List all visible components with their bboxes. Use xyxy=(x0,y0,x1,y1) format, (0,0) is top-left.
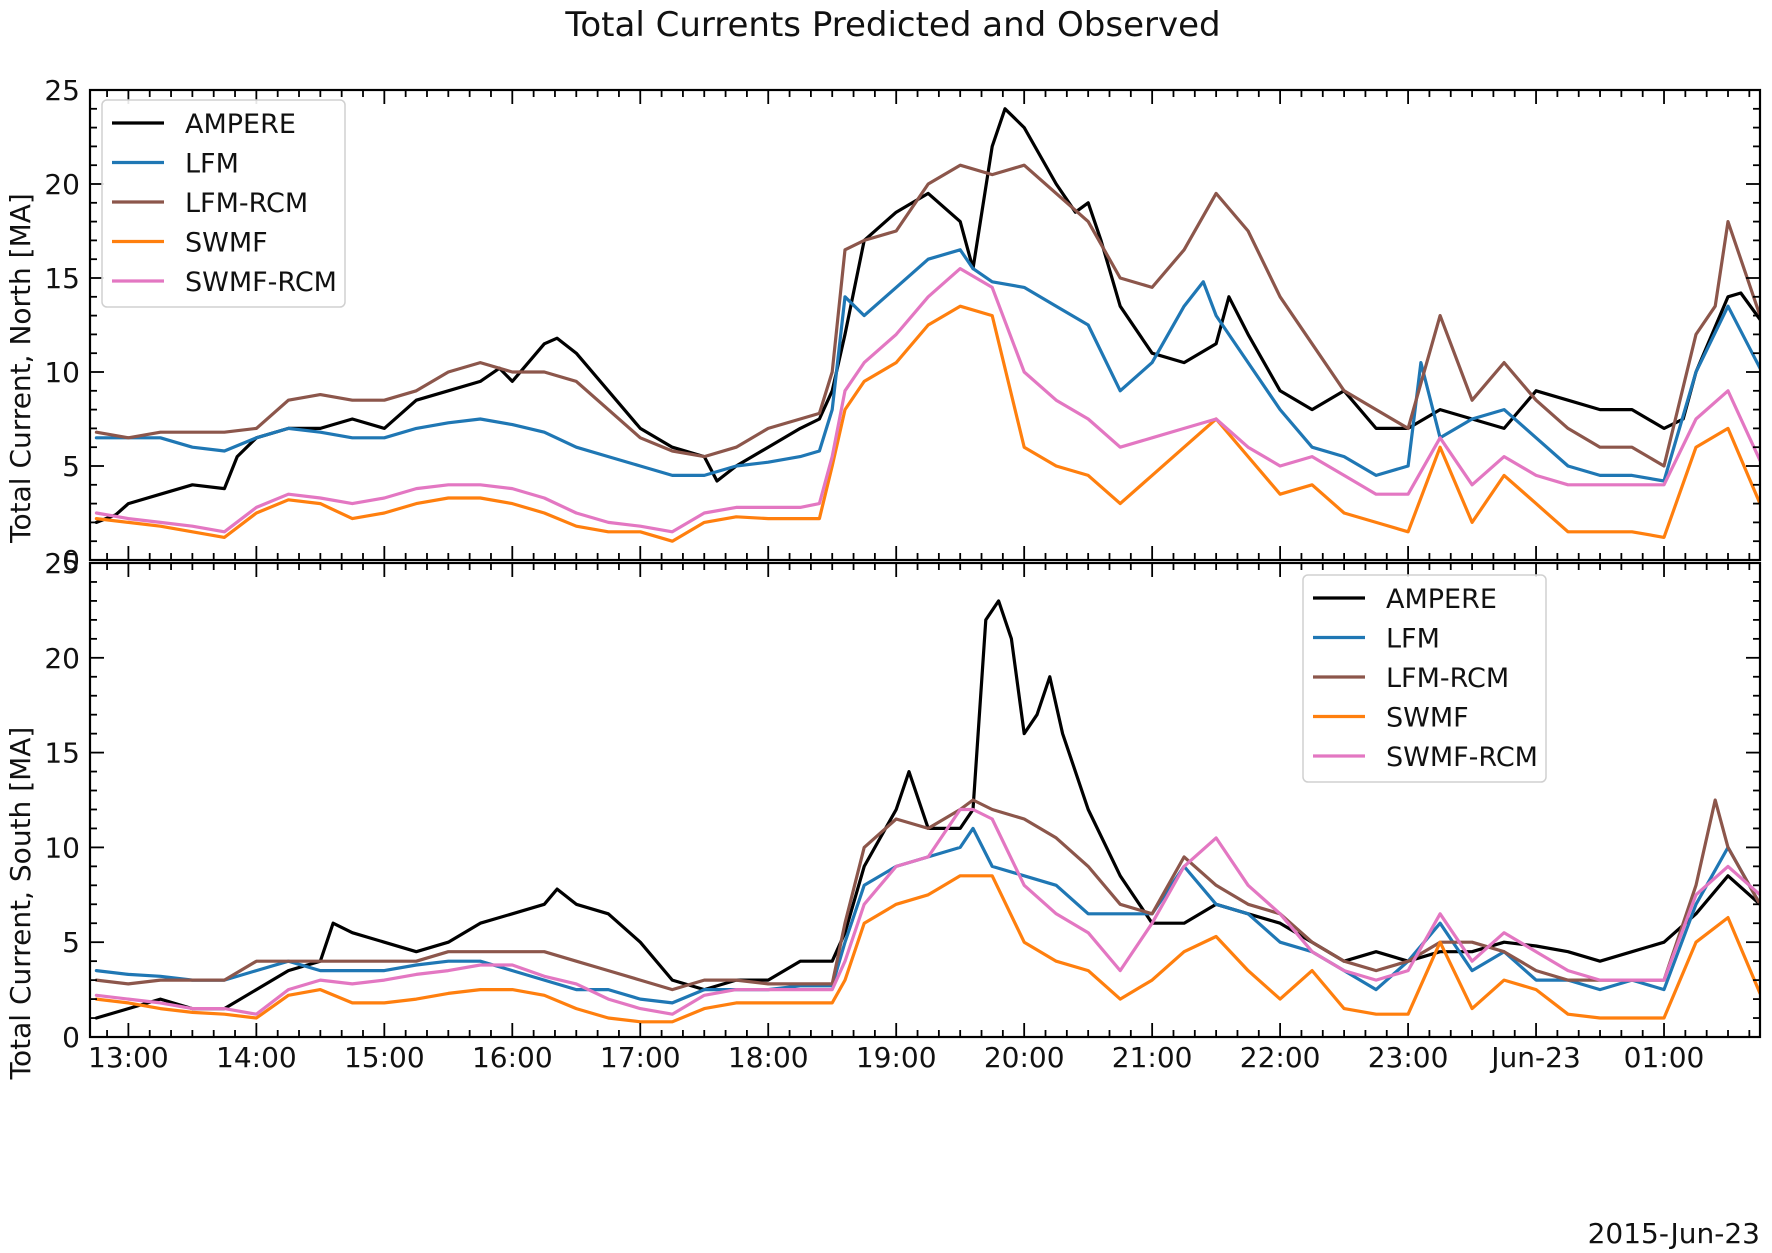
north-legend-label-lfm-rcm: LFM-RCM xyxy=(185,188,308,219)
date-label: 2015-Jun-23 xyxy=(1588,1217,1760,1250)
north-panel: Total Current, North [MA] 0 5 10 15 20 25 AMP… xyxy=(4,74,1762,577)
north-axes-frame xyxy=(88,88,1762,562)
south-legend-label-swmf: SWMF xyxy=(1386,703,1469,734)
north-ytick-label: 5 xyxy=(62,450,80,483)
x-tick-label: 13:00 xyxy=(88,1041,169,1074)
north-series-lfm xyxy=(94,248,1760,483)
south-ylabel: Total Current, South [MA] xyxy=(4,727,37,1081)
south-ytick-label: 20 xyxy=(44,642,80,675)
figure-title: Total Currents Predicted and Observed xyxy=(564,5,1220,45)
north-ytick-label: 20 xyxy=(44,168,80,201)
south-axes-frame xyxy=(88,561,1762,1039)
x-tick-label: 18:00 xyxy=(728,1041,809,1074)
north-ytick-label: 10 xyxy=(44,356,80,389)
x-tick-label: 21:00 xyxy=(1112,1041,1193,1074)
south-legend-label-lfm: LFM xyxy=(1386,624,1440,655)
north-series-swmf xyxy=(94,304,1760,543)
south-ytick-label: 15 xyxy=(44,737,80,770)
x-tick-label: 01:00 xyxy=(1624,1041,1705,1074)
north-axes: 0 5 10 15 20 25 xyxy=(44,74,1762,577)
north-legend-label-ampere: AMPERE xyxy=(185,109,296,140)
x-tick-label: 17:00 xyxy=(600,1041,681,1074)
x-tick-label: Jun-23 xyxy=(1489,1041,1580,1074)
north-legend: AMPERE LFM LFM-RCM SWMF SWMF-RCM xyxy=(101,99,346,308)
south-ytick-label: 25 xyxy=(44,547,80,580)
north-ytick-label: 15 xyxy=(44,262,80,295)
north-legend-box xyxy=(101,99,346,308)
north-ylabel: Total Current, North [MA] xyxy=(4,193,37,544)
south-legend-box xyxy=(1302,574,1547,783)
north-legend-label-swmf-rcm: SWMF-RCM xyxy=(185,267,337,298)
south-series-swmf xyxy=(94,874,1760,1024)
south-ytick-label: 5 xyxy=(62,926,80,959)
x-tick-labels: 13:00 14:00 15:00 16:00 17:00 18:00 19:00 20:00… xyxy=(88,1041,1704,1074)
x-tick-label: 16:00 xyxy=(472,1041,553,1074)
south-series-group xyxy=(94,599,1760,1024)
north-ytick-label: 25 xyxy=(44,74,80,107)
x-tick-label: 22:00 xyxy=(1240,1041,1321,1074)
south-legend: AMPERE LFM LFM-RCM SWMF SWMF-RCM xyxy=(1302,574,1547,783)
south-ytick-label: 10 xyxy=(44,831,80,864)
x-tick-label: 19:00 xyxy=(856,1041,937,1074)
x-tick-label: 20:00 xyxy=(984,1041,1065,1074)
south-legend-label-lfm-rcm: LFM-RCM xyxy=(1386,663,1509,694)
north-series-lfm-rcm xyxy=(94,163,1760,468)
x-tick-label: 15:00 xyxy=(344,1041,425,1074)
north-ytick-label: 0 xyxy=(62,544,80,577)
x-tick-label: 23:00 xyxy=(1368,1041,1449,1074)
north-series-group xyxy=(94,107,1760,543)
south-ytick-label: 0 xyxy=(62,1021,80,1054)
south-series-swmf-rcm xyxy=(94,807,1760,1016)
south-legend-label-swmf-rcm: SWMF-RCM xyxy=(1386,742,1538,773)
south-axes: 0 5 10 15 20 25 xyxy=(44,547,1762,1054)
north-series-swmf-rcm xyxy=(94,267,1760,534)
north-legend-label-lfm: LFM xyxy=(185,149,239,180)
south-panel: Total Current, South [MA] 0 5 10 15 20 25 AMP… xyxy=(4,547,1762,1081)
south-legend-label-ampere: AMPERE xyxy=(1386,584,1497,615)
south-series-lfm-rcm xyxy=(94,798,1760,992)
north-legend-label-swmf: SWMF xyxy=(185,228,268,259)
x-tick-label: 14:00 xyxy=(216,1041,297,1074)
